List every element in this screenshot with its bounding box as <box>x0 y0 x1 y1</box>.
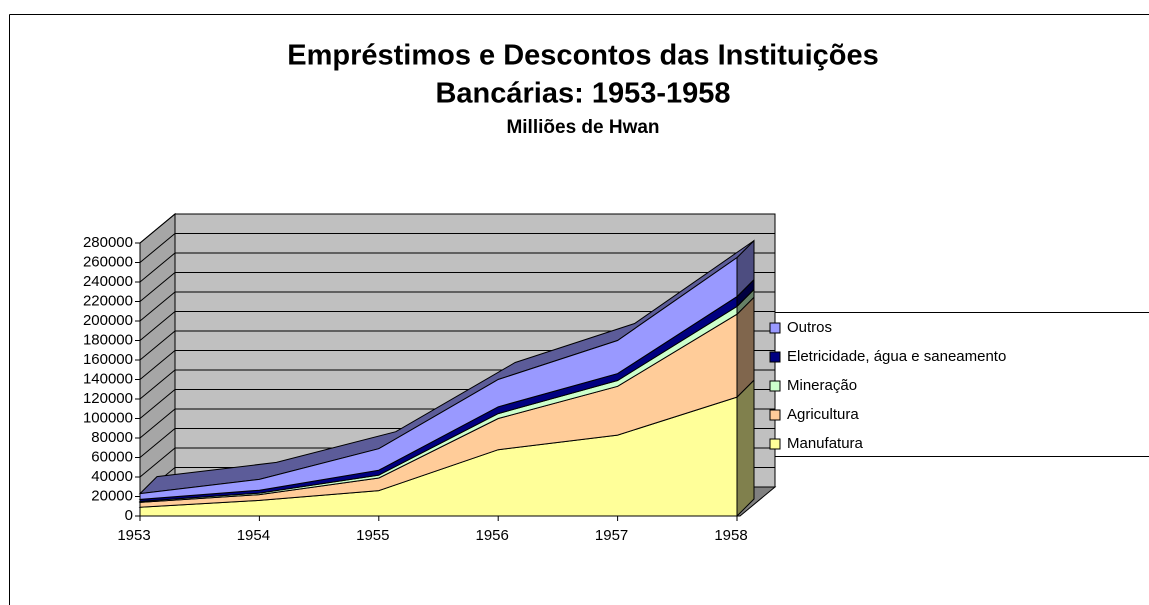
legend-label: Agricultura <box>787 406 859 423</box>
grid-line <box>139 291 775 322</box>
grid-line <box>139 233 775 263</box>
grid-line <box>139 330 775 361</box>
x-tick-label: 1956 <box>476 527 509 544</box>
legend-label: Outros <box>787 319 832 336</box>
x-tick-label: 1954 <box>237 527 270 544</box>
y-tick-label: 120000 <box>83 390 133 407</box>
x-tick-label: 1953 <box>117 527 150 544</box>
grid-line <box>139 311 775 341</box>
y-tick-label: 0 <box>125 507 133 524</box>
area-end <box>736 378 755 518</box>
y-tick-label: 140000 <box>83 370 133 387</box>
y-tick-label: 200000 <box>83 312 133 329</box>
legend-swatch <box>769 351 781 363</box>
chart-title: Empréstimos e Descontos das Instituições <box>287 40 878 72</box>
y-tick-label: 60000 <box>91 448 133 465</box>
y-tick-label: 260000 <box>83 253 133 270</box>
x-tick-label: 1957 <box>595 527 628 544</box>
x-tick-label: 1958 <box>714 527 747 544</box>
y-tick-label: 280000 <box>83 234 133 251</box>
chart-title: Bancárias: 1953-1958 <box>435 78 730 110</box>
legend-swatch <box>769 409 781 421</box>
y-tick-label: 220000 <box>83 292 133 309</box>
legend-label: Mineração <box>787 377 857 394</box>
y-tick-label: 240000 <box>83 273 133 290</box>
legend-swatch <box>769 438 781 450</box>
y-tick-label: 40000 <box>91 468 133 485</box>
legend-label: Eletricidade, água e saneamento <box>787 348 1006 365</box>
grid-line <box>139 213 775 244</box>
grid-line <box>139 252 775 283</box>
legend-swatch <box>769 322 781 334</box>
y-tick-label: 20000 <box>91 487 133 504</box>
x-tick-label: 1955 <box>356 527 389 544</box>
grid-line <box>139 272 775 302</box>
y-tick-label: 80000 <box>91 429 133 446</box>
y-tick-label: 180000 <box>83 331 133 348</box>
legend-swatch <box>769 380 781 392</box>
y-tick-label: 160000 <box>83 351 133 368</box>
legend-label: Manufatura <box>787 435 864 452</box>
y-tick-label: 100000 <box>83 409 133 426</box>
area <box>139 256 738 500</box>
chart-subtitle: Milliões de Hwan <box>506 117 659 138</box>
